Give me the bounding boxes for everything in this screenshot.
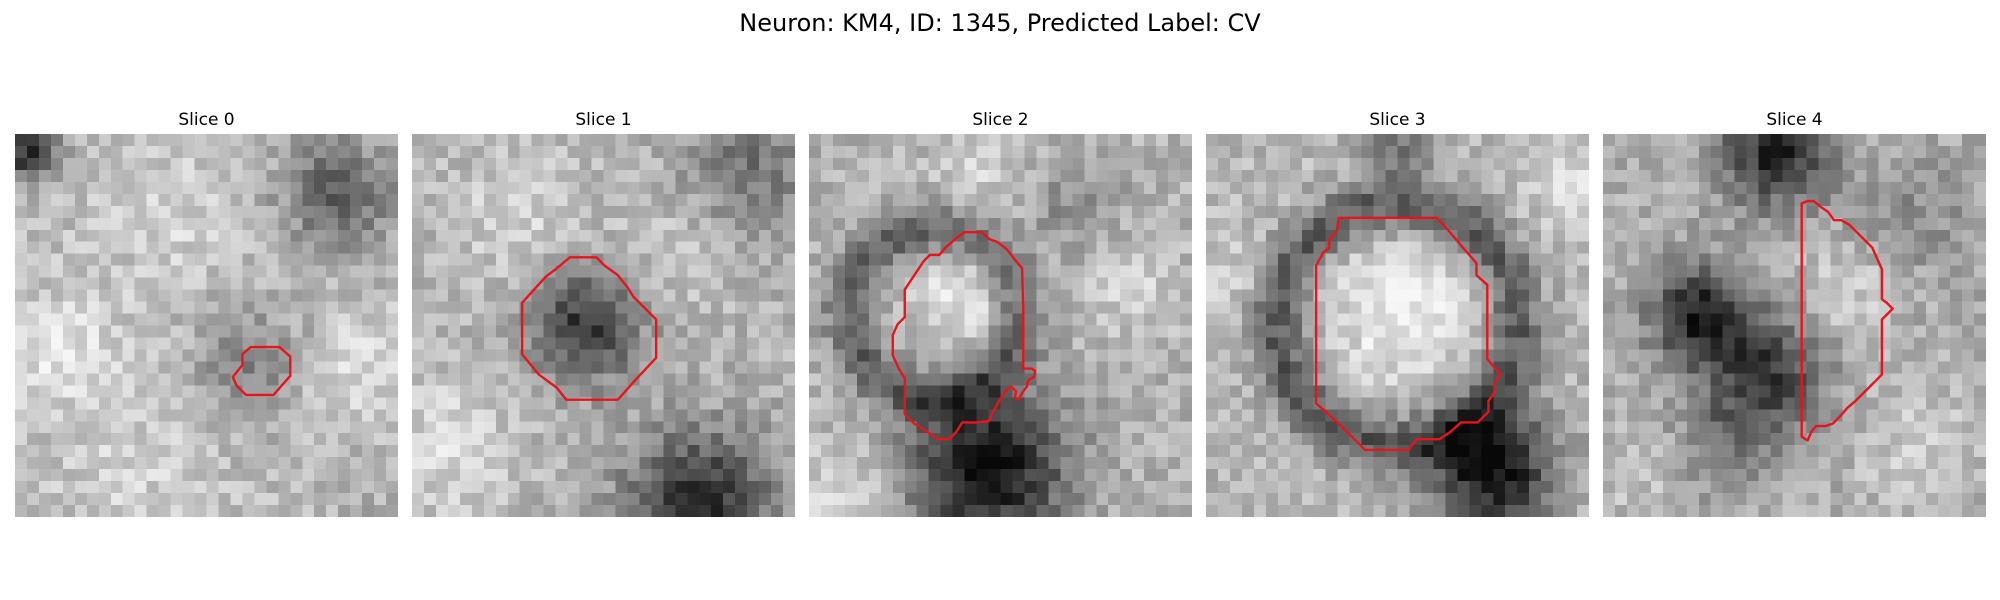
segmentation-contour [233, 347, 290, 395]
slice-title: Slice 3 [1369, 110, 1426, 130]
segmentation-contour [893, 232, 1035, 439]
slice-image [412, 134, 795, 517]
segmentation-contour [1802, 201, 1893, 440]
slice-panel-0: Slice 0 [15, 108, 398, 517]
pixel-grid [1603, 134, 1986, 517]
pixel-grid [809, 134, 1192, 517]
slice-image [809, 134, 1192, 517]
slice-panel-4: Slice 4 [1603, 108, 1986, 517]
segmentation-contour [1316, 218, 1500, 450]
slice-panel-1: Slice 1 [412, 108, 795, 517]
slice-title: Slice 2 [972, 110, 1029, 130]
segmentation-contour [522, 257, 656, 399]
pixel-grid [1206, 134, 1589, 517]
pixel-grid [412, 134, 795, 517]
slice-image [15, 134, 398, 517]
slice-title: Slice 0 [178, 110, 235, 130]
pixel-grid [15, 134, 398, 517]
figure-title: Neuron: KM4, ID: 1345, Predicted Label: … [739, 9, 1261, 37]
slice-panel-2: Slice 2 [809, 108, 1192, 517]
slice-image [1206, 134, 1589, 517]
slice-title: Slice 4 [1766, 110, 1823, 130]
slice-image [1603, 134, 1986, 517]
slice-panel-3: Slice 3 [1206, 108, 1589, 517]
slice-title: Slice 1 [575, 110, 632, 130]
